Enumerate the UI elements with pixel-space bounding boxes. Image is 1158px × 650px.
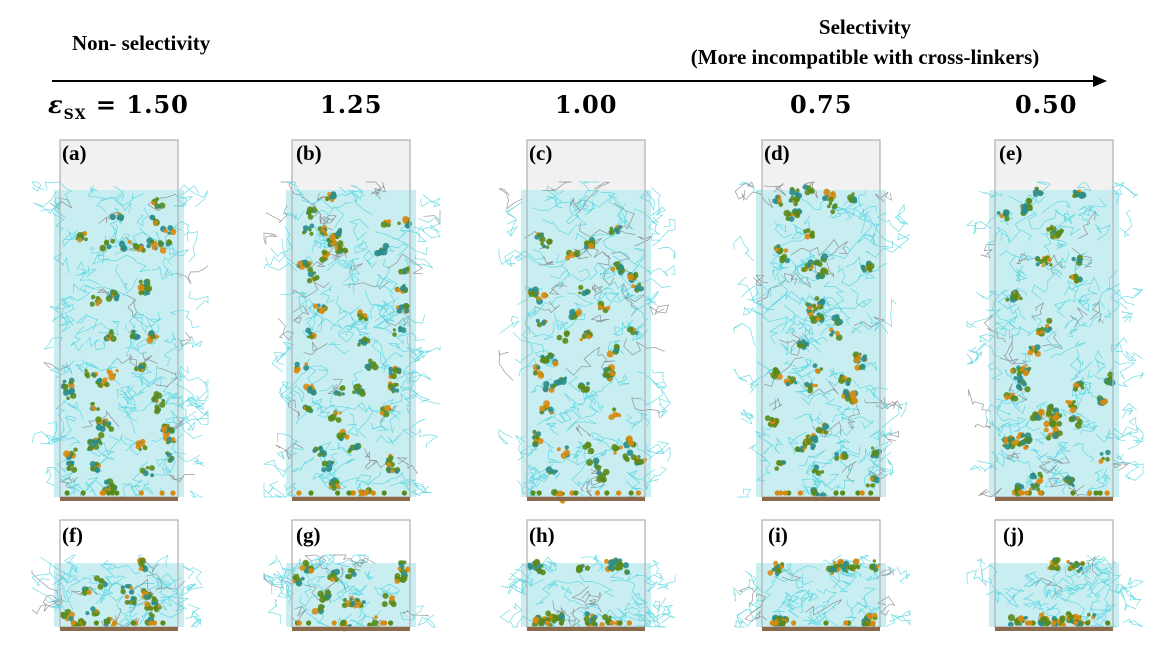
epsilon-symbol: ε [48, 90, 64, 119]
panel-i: (i) [732, 515, 912, 635]
panel-d: (d) [732, 135, 912, 505]
panel-h: (h) [497, 515, 677, 635]
selectivity-label: Selectivity (More incompatible with cros… [630, 12, 1100, 72]
panel-label-d: (d) [764, 141, 790, 165]
panel-e: (e) [965, 135, 1145, 505]
epsilon-subscript: SX [63, 106, 87, 123]
panel-label-f: (f) [62, 523, 83, 547]
panel-label-g: (g) [296, 523, 321, 547]
epsilon-label-3: 1.00 [555, 90, 617, 119]
epsilon-label-2: 1.25 [320, 90, 382, 119]
simulation-snapshot-e [966, 139, 1144, 501]
panel-label-a: (a) [62, 141, 87, 165]
simulation-snapshot-b [262, 139, 442, 501]
non-selectivity-label: Non- selectivity [72, 31, 211, 55]
panel-label-e: (e) [999, 141, 1023, 165]
simulation-snapshot-h [499, 519, 676, 631]
epsilon-value: 1.00 [555, 90, 618, 119]
simulation-snapshot-c [498, 139, 676, 504]
panel-j: (j) [965, 515, 1145, 635]
epsilon-label-4: 0.75 [790, 90, 852, 119]
panel-label-j: (j) [1003, 523, 1024, 547]
panel-label-h: (h) [529, 523, 555, 547]
epsilon-label-5: 0.50 [1015, 90, 1077, 119]
simulation-snapshot-g [263, 519, 437, 632]
panel-b: (b) [262, 135, 442, 505]
panel-label-c: (c) [529, 141, 553, 165]
simulation-snapshot-j [966, 519, 1144, 631]
simulation-snapshot-f [31, 519, 204, 631]
simulation-snapshot-i [733, 519, 911, 631]
panel-c: (c) [497, 135, 677, 505]
simulation-snapshot-a [31, 139, 209, 501]
simulation-snapshot-d [733, 139, 911, 502]
epsilon-label-1: εSX = 1.50 [48, 90, 189, 123]
selectivity-arrow [52, 75, 1107, 87]
epsilon-value: 1.50 [126, 90, 189, 119]
panel-label-i: (i) [768, 523, 788, 547]
selectivity-title: Selectivity [818, 15, 912, 39]
epsilon-equals: = [86, 90, 127, 119]
epsilon-value: 0.75 [790, 90, 853, 119]
epsilon-value: 0.50 [1015, 90, 1078, 119]
panel-g: (g) [262, 515, 442, 635]
panel-f: (f) [30, 515, 210, 635]
panel-label-b: (b) [296, 141, 322, 165]
epsilon-value: 1.25 [320, 90, 383, 119]
panel-a: (a) [30, 135, 210, 505]
selectivity-subtitle: (More incompatible with cross-linkers) [690, 45, 1040, 69]
